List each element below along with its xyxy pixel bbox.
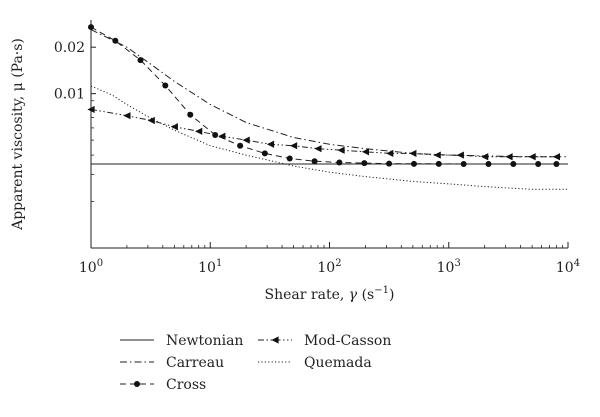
plot-frame (90, 20, 568, 249)
x-tick-label: 101 (198, 258, 222, 276)
legend-item-carreau: Carreau (120, 355, 224, 371)
data-point-mod-casson (552, 153, 561, 161)
data-point-mod-casson (123, 112, 131, 120)
data-point-cross (361, 160, 368, 167)
legend-label: Mod-Casson (304, 333, 391, 349)
series-line-cross (90, 26, 557, 165)
legend-label: Quemada (304, 355, 372, 371)
data-point-cross (212, 131, 219, 138)
data-point-mod-casson (170, 123, 178, 131)
data-point-mod-casson (195, 127, 203, 135)
data-point-cross (162, 82, 169, 89)
legend: Newtonian Carreau Cross Mod-Casson Quemada (120, 333, 391, 393)
legend-item-newtonian: Newtonian (120, 333, 243, 349)
series-mod-casson (87, 105, 561, 161)
y-axis-label: Apparent viscosity, μ (Pa·s) (10, 38, 26, 231)
data-point-cross (386, 160, 393, 167)
data-point-mod-casson (266, 140, 275, 148)
legend-label: Carreau (166, 355, 224, 371)
data-point-mod-casson (290, 142, 298, 150)
data-point-mod-casson (337, 146, 345, 154)
legend-label: Cross (166, 377, 206, 393)
x-tick-label: 102 (317, 258, 341, 276)
legend-item-mod-casson: Mod-Casson (258, 333, 391, 349)
series-line-quemada (90, 85, 568, 190)
tick-layer: 0.01 0.02 100 101 102 103 104 (54, 40, 580, 276)
data-point-mod-casson (361, 148, 369, 156)
data-point-mod-casson (87, 105, 95, 114)
data-point-cross (261, 150, 268, 157)
series-quemada (90, 85, 568, 190)
series-cross (88, 24, 560, 168)
data-point-cross (88, 24, 94, 31)
data-point-cross (435, 160, 442, 167)
series-line-mod-casson (90, 108, 557, 158)
data-point-mod-casson (528, 153, 536, 161)
legend-item-quemada: Quemada (258, 355, 372, 371)
data-point-cross (112, 37, 119, 44)
data-point-mod-casson (409, 149, 417, 158)
legend-label: Newtonian (166, 333, 243, 349)
data-point-mod-casson (386, 149, 394, 158)
data-point-cross (336, 159, 343, 166)
series-carreau (90, 29, 568, 158)
data-point-mod-casson (456, 151, 464, 159)
series-line-carreau (90, 29, 568, 158)
data-point-mod-casson (147, 116, 155, 125)
x-tick-label: 103 (437, 258, 461, 276)
legend-item-cross: Cross (120, 377, 206, 393)
legend-marker (134, 381, 140, 387)
data-point-mod-casson (218, 132, 226, 140)
data-point-cross (510, 161, 517, 168)
data-point-cross (137, 57, 144, 64)
data-point-cross (311, 158, 318, 165)
data-point-mod-casson (481, 153, 489, 161)
data-point-mod-casson (433, 151, 441, 159)
data-point-cross (237, 142, 244, 149)
data-point-mod-casson (505, 153, 513, 161)
legend-marker (271, 336, 279, 344)
series-layer (87, 24, 568, 190)
data-point-cross (553, 161, 560, 168)
data-point-cross (485, 161, 492, 168)
data-point-cross (460, 161, 467, 168)
data-point-mod-casson (314, 145, 322, 153)
y-tick-label: 0.01 (54, 87, 85, 103)
data-point-mod-casson (242, 136, 250, 144)
y-tick-label: 0.02 (54, 40, 85, 56)
data-point-cross (187, 111, 194, 118)
x-tick-label: 104 (556, 258, 580, 276)
x-axis-label: Shear rate, γ (s−1) (265, 285, 395, 303)
axis-label-layer: Shear rate, γ (s−1) Apparent viscosity, μ… (10, 38, 394, 303)
data-point-cross (410, 160, 417, 167)
x-tick-label: 100 (79, 258, 103, 276)
data-point-cross (535, 161, 542, 168)
data-point-cross (286, 155, 293, 162)
